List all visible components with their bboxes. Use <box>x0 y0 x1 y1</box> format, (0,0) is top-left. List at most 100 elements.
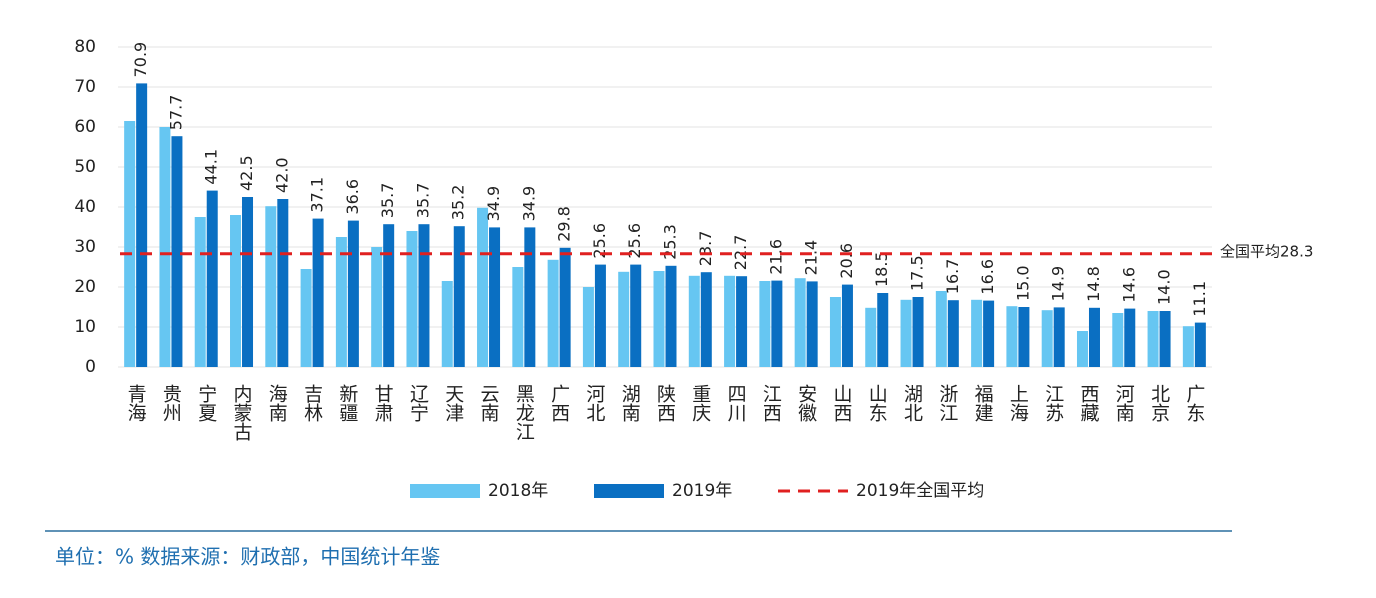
x-tick-label: 浙江 <box>936 384 958 422</box>
bar <box>771 280 783 367</box>
legend-label: 2018年 <box>488 481 548 501</box>
value-label: 18.5 <box>872 251 891 287</box>
bar <box>947 300 959 367</box>
x-tick-label: 海南 <box>266 384 288 422</box>
bar <box>829 297 841 367</box>
bar <box>265 206 277 367</box>
value-label: 20.6 <box>837 243 856 279</box>
bar <box>688 275 700 367</box>
bar <box>477 207 489 367</box>
x-tick-label: 山东 <box>866 384 888 422</box>
bar <box>441 281 453 367</box>
x-tick-label: 湖北 <box>901 384 923 422</box>
value-label: 11.1 <box>1190 281 1209 317</box>
bar <box>512 267 524 367</box>
x-tick-label: 青海 <box>125 384 147 422</box>
bar <box>371 247 383 367</box>
bar <box>489 227 501 367</box>
bar <box>665 265 677 367</box>
bar <box>1112 313 1124 367</box>
value-label: 34.9 <box>519 186 538 222</box>
bar <box>1147 311 1159 367</box>
bar <box>547 259 559 367</box>
x-tick-label: 贵州 <box>160 384 182 422</box>
bar <box>900 299 912 367</box>
value-label: 16.6 <box>978 259 997 295</box>
value-label: 21.6 <box>766 239 785 275</box>
legend-label: 2019年全国平均 <box>856 481 984 501</box>
bar <box>300 269 312 367</box>
bar <box>335 237 347 367</box>
value-label: 15.0 <box>1013 265 1032 301</box>
bar <box>618 271 630 367</box>
x-tick-label: 河南 <box>1113 384 1135 422</box>
bar <box>1124 308 1136 367</box>
y-tick-label: 50 <box>74 157 96 177</box>
bar <box>383 224 395 367</box>
bar <box>524 227 536 367</box>
value-label: 70.9 <box>131 42 150 78</box>
y-tick-label: 10 <box>74 317 96 337</box>
x-tick-label: 黑龙江 <box>513 384 535 441</box>
x-tick-label: 广西 <box>548 384 570 422</box>
value-label: 23.7 <box>696 231 715 267</box>
bar <box>700 272 712 367</box>
bar <box>347 220 359 367</box>
x-tick-label: 安徽 <box>795 384 817 422</box>
bar <box>653 271 665 367</box>
x-tick-label: 重庆 <box>689 384 711 422</box>
x-tick-label: 天津 <box>442 384 464 422</box>
x-tick-label: 北京 <box>1148 384 1170 423</box>
x-tick-label: 陕西 <box>654 384 676 422</box>
bar <box>806 281 818 367</box>
bar <box>877 293 889 367</box>
bar <box>418 224 430 367</box>
bar <box>983 300 995 367</box>
bar <box>159 127 171 367</box>
bar <box>794 278 806 367</box>
x-tick-label: 新疆 <box>336 384 358 422</box>
x-tick-label: 内蒙古 <box>231 384 253 441</box>
x-tick-label: 湖南 <box>619 384 641 422</box>
value-label: 44.1 <box>202 149 221 185</box>
legend-swatch <box>594 484 664 498</box>
x-tick-label: 广东 <box>1183 384 1205 422</box>
value-label: 21.4 <box>802 240 821 276</box>
legend-label: 2019年 <box>672 481 732 501</box>
value-label: 16.7 <box>943 259 962 295</box>
bar <box>136 83 148 368</box>
y-tick-label: 0 <box>85 357 96 377</box>
value-label: 29.8 <box>555 206 574 242</box>
x-tick-label: 福建 <box>972 384 994 422</box>
bar <box>935 291 947 367</box>
bar <box>1076 331 1088 367</box>
x-tick-label: 云南 <box>478 384 500 422</box>
bar <box>736 276 748 367</box>
value-label: 25.6 <box>625 223 644 259</box>
legend-swatch <box>410 484 480 498</box>
x-tick-label: 河北 <box>583 384 605 422</box>
value-label: 25.6 <box>590 223 609 259</box>
bar <box>194 217 206 367</box>
bar <box>971 299 983 367</box>
x-tick-label: 江苏 <box>1042 384 1064 422</box>
value-label: 14.6 <box>1119 267 1138 303</box>
bar <box>206 190 218 367</box>
bar <box>277 199 289 367</box>
bar <box>1006 306 1018 367</box>
bar <box>865 307 877 367</box>
bar <box>171 136 183 367</box>
x-tick-label: 江西 <box>760 384 782 422</box>
value-label: 42.5 <box>237 155 256 191</box>
y-tick-label: 60 <box>74 117 96 137</box>
value-label: 34.9 <box>484 186 503 222</box>
bar <box>559 247 571 367</box>
bar <box>630 264 642 367</box>
value-label: 37.1 <box>308 177 327 213</box>
x-tick-label: 四川 <box>725 384 747 422</box>
footer: 单位：% 数据来源：财政部，中国统计年鉴 <box>55 545 440 569</box>
y-tick-label: 70 <box>74 77 96 97</box>
bar <box>230 215 242 367</box>
average-label: 全国平均28.3 <box>1220 242 1313 260</box>
